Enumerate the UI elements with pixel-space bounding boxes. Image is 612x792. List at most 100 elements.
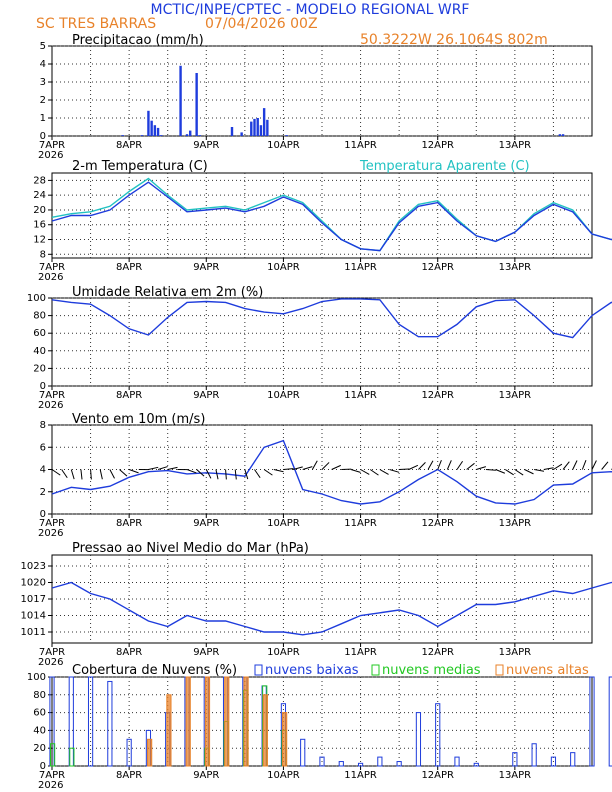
cloud-bar [531, 743, 537, 767]
y-tick-label: 4 [40, 59, 46, 70]
x-tick-label: 10APR [267, 770, 300, 781]
wind-barb [379, 469, 389, 475]
x-tick-label: 12APR [421, 647, 454, 658]
panel-title: Cobertura de Nuvens (%) [72, 663, 237, 678]
panel-title: Precipitacao (mm/h) [72, 33, 204, 48]
precip-bar [266, 119, 269, 136]
x-tick-label: 7APR [39, 390, 65, 401]
wind-barb [331, 464, 341, 470]
wind-barb [495, 469, 506, 474]
x-tick-label: 10APR [267, 647, 300, 658]
y-tick-label: 20 [33, 205, 46, 216]
x-tick-label: 8APR [116, 770, 142, 781]
cloud-bar [282, 712, 288, 767]
panel-title: Umidade Relativa em 2m (%) [72, 285, 263, 300]
wind-barb [254, 469, 261, 479]
cloud-bar [107, 680, 113, 767]
x-year-label: 2026 [38, 150, 63, 161]
y-tick-label: 16 [33, 220, 46, 231]
x-tick-label: 8APR [116, 262, 142, 273]
precip-bar [240, 132, 243, 136]
y-tick-label: 0 [40, 761, 46, 772]
x-tick-label: 12APR [421, 140, 454, 151]
legend-entry: nuvens baixas [265, 663, 359, 678]
wind-barb [321, 462, 330, 470]
wind-barb [80, 469, 83, 480]
wind-barb [514, 469, 524, 476]
x-tick-label: 13APR [499, 770, 532, 781]
wind-barb [350, 469, 361, 473]
cloud-bar [243, 676, 249, 767]
x-tick-label: 9APR [193, 647, 219, 658]
cloud-bar [50, 743, 56, 767]
x-tick-label: 10APR [267, 262, 300, 273]
wind-barb [244, 469, 249, 480]
wind-barb [504, 469, 514, 476]
precip-bar [185, 134, 189, 136]
wind-barb [283, 468, 294, 470]
wind-barb [186, 469, 197, 474]
cloud-bar [319, 756, 325, 767]
wind-barb [524, 469, 534, 475]
wind-barb [215, 469, 219, 480]
wind-barb [591, 460, 597, 470]
wind-barb [437, 460, 442, 470]
y-tick-label: 80 [33, 690, 46, 701]
x-tick-label: 8APR [116, 518, 142, 529]
panel-5: 7APR 8APR 9APR 10APR 11APR 12APR 13APR 2026 1011… [21, 541, 612, 668]
wind-barb [273, 469, 284, 473]
wind-barb [601, 461, 609, 470]
cloud-bar [69, 747, 75, 767]
x-tick-label: 9APR [193, 770, 219, 781]
y-tick-label: 40 [33, 725, 46, 736]
y-tick-label: 60 [33, 708, 46, 719]
x-tick-label: 8APR [116, 390, 142, 401]
cloud-bar [589, 676, 595, 767]
cloud-bar [396, 761, 402, 767]
precip-bar [262, 108, 266, 136]
x-year-label: 2026 [38, 400, 63, 411]
y-tick-label: 0 [40, 381, 46, 392]
x-tick-label: 11APR [344, 390, 377, 401]
precip-bar [256, 118, 259, 136]
wind-barb [369, 469, 379, 476]
cloud-bar [570, 752, 576, 767]
cloud-bar [512, 752, 518, 767]
precip-bar [198, 135, 202, 136]
cloud-bar [224, 676, 230, 767]
legend-entry: Temperatura Aparente (C) [359, 159, 530, 174]
precip-bar [195, 73, 198, 136]
wind-barb [485, 469, 496, 471]
y-tick-label: 100 [27, 293, 46, 304]
x-tick-label: 8APR [116, 140, 142, 151]
precip-bar [259, 125, 263, 136]
cloud-bar [126, 738, 132, 767]
wind-barb [581, 459, 587, 470]
legend-entry: nuvens medias [382, 663, 481, 678]
x-year-label: 2026 [38, 528, 63, 539]
y-tick-label: 24 [33, 190, 46, 201]
y-tick-label: 1014 [21, 611, 46, 622]
y-tick-label: 28 [33, 175, 46, 186]
cloud-bar [608, 676, 612, 767]
x-tick-label: 7APR [39, 140, 65, 151]
wind-barb [562, 461, 570, 470]
x-year-label: 2026 [38, 272, 63, 283]
panel-6: 7APR 8APR 9APR 10APR 11APR 12APR 13APR 2026 0 20 4… [27, 663, 612, 791]
panels: 7APR 8APR 9APR 10APR 11APR 12APR 13APR20260123… [21, 33, 612, 791]
x-tick-label: 13APR [499, 140, 532, 151]
y-tick-label: 20 [33, 363, 46, 374]
wind-barb [446, 460, 452, 470]
precip-bar [179, 65, 182, 136]
wind-barb [167, 466, 178, 470]
run-label: 07/04/2026 00Z [205, 16, 318, 32]
x-tick-label: 12APR [421, 262, 454, 273]
cloud-bar [300, 738, 306, 767]
precip-bar [156, 127, 160, 136]
wind-barb [311, 460, 318, 470]
panel-4: 7APR 8APR 9APR 10APR 11APR 12APR 13APR 2026 0 2 4 6… [38, 412, 612, 539]
x-tick-label: 13APR [499, 647, 532, 658]
legend-swatch [254, 664, 263, 676]
wind-barb [196, 469, 205, 477]
